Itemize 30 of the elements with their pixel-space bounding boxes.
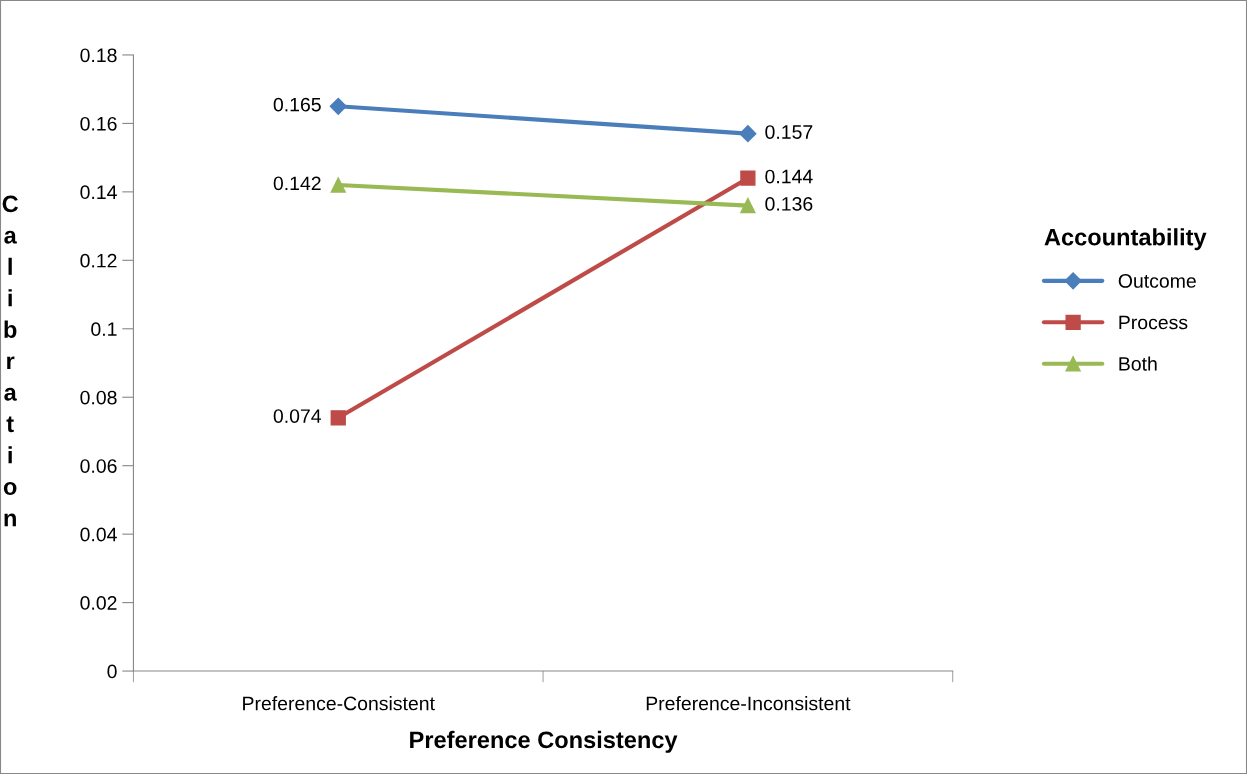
x-tick-label: Preference-Inconsistent <box>646 696 851 711</box>
data-label: 0.165 <box>273 97 321 112</box>
point <box>330 410 346 426</box>
y-tick-label: 0.12 <box>80 253 117 268</box>
y-tick-label: 0.14 <box>80 185 117 200</box>
data-label: 0.142 <box>273 176 321 191</box>
y-tick-label: 0.06 <box>80 459 117 473</box>
data-label: 0.136 <box>765 197 813 211</box>
x-axis-title: Preference Consistency <box>410 730 678 753</box>
legend-label: Outcome <box>1118 274 1196 288</box>
data-label: 0.157 <box>765 125 813 139</box>
point <box>740 170 756 186</box>
legend-label: Process <box>1119 315 1188 330</box>
point <box>740 197 756 214</box>
text: Calibration <box>2 195 19 527</box>
legend-title: Accountability <box>1044 228 1207 251</box>
y-tick-label: 0.18 <box>80 48 117 63</box>
y-tick-label: 0.04 <box>80 527 117 542</box>
y-tick-label: 0.08 <box>80 390 117 405</box>
legend-label: Both <box>1119 356 1157 371</box>
y-tick-label: 0.02 <box>80 596 117 610</box>
data-label: 0.074 <box>273 409 322 423</box>
y-tick-label: 0.1 <box>91 322 117 337</box>
data-label: 0.144 <box>765 169 813 184</box>
point <box>330 177 346 193</box>
y-tick-label: 0.16 <box>80 116 117 131</box>
point <box>739 125 757 143</box>
x-tick-label: Preference-Consistent <box>243 696 435 711</box>
point <box>329 97 347 115</box>
y-tick-label: 0 <box>107 664 117 679</box>
